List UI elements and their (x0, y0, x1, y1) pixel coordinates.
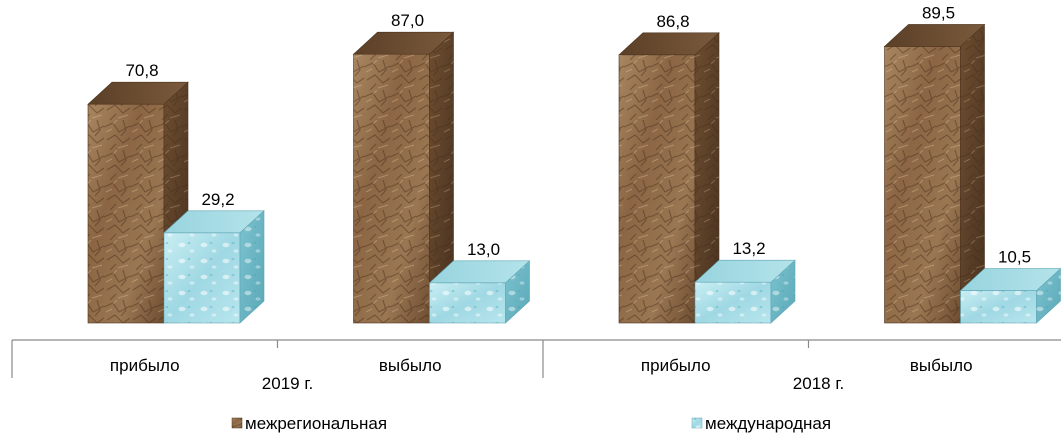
legend-label-международная: международная (705, 414, 831, 433)
legend-swatch-межрегиональная (231, 417, 243, 429)
group-label-2018-г: 2018 г. (793, 374, 844, 393)
bar-международная-3 (694, 259, 796, 324)
category-label-прибыло: прибыло (110, 356, 180, 375)
category-label-выбыло: выбыло (379, 356, 442, 375)
data-label-межрегиональная-2: 87,0 (391, 11, 424, 30)
bar-межрегиональная-4 (883, 23, 986, 324)
data-label-международная-4: 10,5 (998, 248, 1031, 267)
category-label-выбыло: выбыло (910, 356, 973, 375)
data-label-международная-2: 13,0 (467, 240, 500, 259)
bar-межрегиональная-3 (618, 32, 720, 324)
data-label-межрегиональная-3: 86,8 (656, 12, 689, 31)
data-label-международная-1: 29,2 (201, 190, 234, 209)
x-axis: прибыло выбыло прибыло выбыло 2019 г. 2018 г. (11, 339, 1061, 393)
group-label-2019-г: 2019 г. (262, 374, 313, 393)
data-labels: 70,8 29,2 87,0 13,0 86,8 13,2 89,5 10,5 (125, 3, 1031, 266)
category-label-прибыло: прибыло (641, 356, 711, 375)
data-label-межрегиональная-1: 70,8 (125, 61, 158, 80)
bar-международная-2 (428, 260, 531, 324)
legend-label-межрегиональная: межрегиональная (245, 414, 387, 433)
data-label-межрегиональная-4: 89,5 (922, 3, 955, 22)
data-label-международная-3: 13,2 (732, 239, 765, 258)
legend-swatch-международная (691, 417, 703, 429)
bar-межрегиональная-2 (352, 31, 455, 324)
legend: межрегиональная международная (231, 414, 831, 433)
bar-международная-1 (163, 210, 265, 324)
bars (87, 23, 1061, 324)
bar-международная-4 (959, 267, 1061, 324)
